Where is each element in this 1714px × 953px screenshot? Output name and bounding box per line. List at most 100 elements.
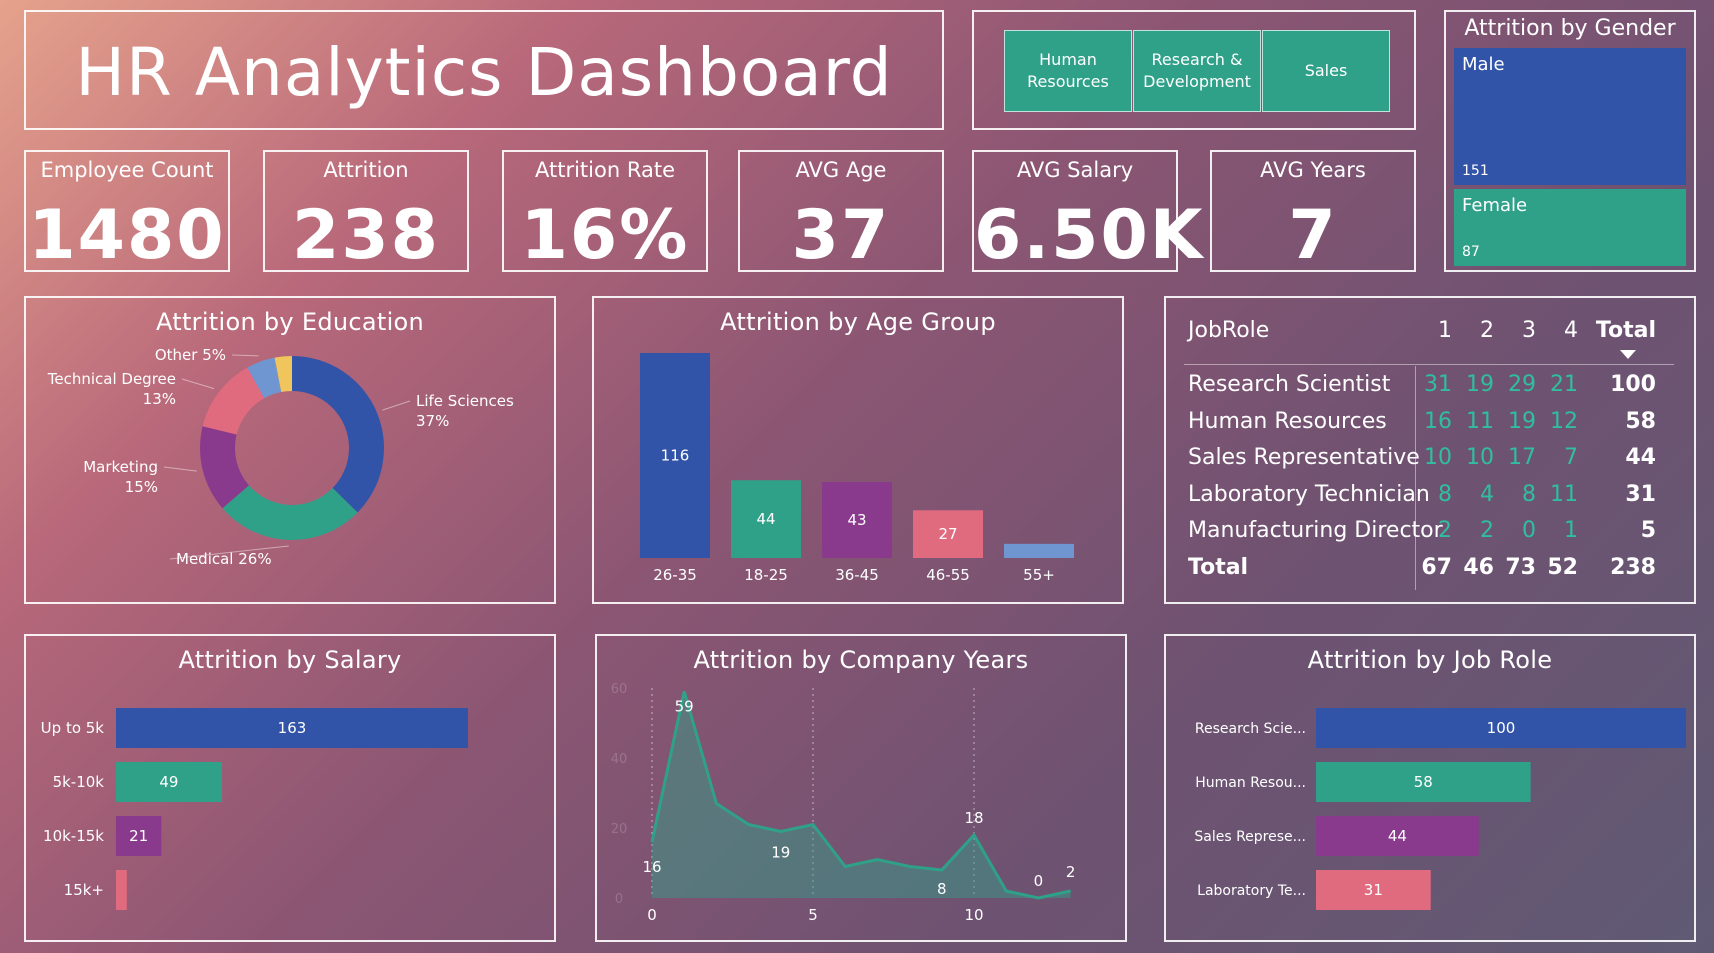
donut-slice[interactable]	[202, 367, 265, 435]
leader-line	[163, 466, 197, 472]
matrix-column-divider	[1415, 366, 1416, 590]
matrix-total-label: Total	[1188, 554, 1249, 580]
hbar[interactable]	[116, 762, 222, 802]
matrix-total-cell: 67	[1421, 554, 1452, 580]
jobrole-bar-chart: Research Scie... 100 Human Resou... 58 Sales…	[1194, 708, 1686, 910]
category-label: 5k-10k	[53, 773, 105, 791]
age-bar[interactable]	[913, 510, 983, 558]
kpi-label: Attrition Rate	[535, 158, 675, 182]
matrix-row-label: Manufacturing Director	[1188, 518, 1443, 543]
sort-desc-icon[interactable]	[1620, 350, 1636, 359]
donut-slice[interactable]	[199, 426, 249, 509]
bar-value-label: 49	[159, 773, 178, 791]
matrix-header-c1[interactable]: 1	[1438, 318, 1452, 343]
age-bar[interactable]	[640, 353, 710, 558]
matrix-cell: 0	[1522, 518, 1536, 543]
matrix-cell: 10	[1466, 445, 1494, 470]
slice-label: Marketing	[83, 458, 158, 476]
point-label: 19	[771, 844, 790, 862]
slicer-human-resources[interactable]: Human Resources	[1004, 30, 1132, 112]
slice-label: 13%	[143, 390, 176, 408]
bar-value-label: 43	[847, 511, 866, 529]
salary-bar-chart: Up to 5k 163 5k-10k 49 10k-15k 21 15k+	[41, 708, 468, 910]
age-bar[interactable]	[1004, 543, 1074, 558]
matrix-row-total: 58	[1625, 408, 1656, 434]
gender-value-male: 151	[1462, 163, 1489, 179]
donut-slice[interactable]	[222, 485, 358, 541]
area-fill	[652, 691, 1071, 898]
kpi-label: AVG Age	[795, 158, 887, 182]
x-tick-label: 0	[647, 906, 657, 924]
category-label: Human Resou...	[1195, 775, 1306, 791]
matrix-header-total[interactable]: Total	[1595, 318, 1656, 343]
matrix-header-role[interactable]: JobRole	[1188, 318, 1270, 343]
kpi-value: 16%	[520, 196, 690, 275]
slicer-research-development[interactable]: Research & Development	[1133, 30, 1261, 112]
years-panel: Attrition by Company Years 0 5 10 0 20 40 60 16…	[595, 634, 1127, 942]
matrix-header-divider	[1184, 364, 1674, 365]
department-slicer: Human Resources Research & Development S…	[972, 10, 1416, 130]
matrix-cell: 2	[1438, 518, 1452, 543]
agegroup-bar-chart: 116 26-35 44 18-25 43 36-45 27 46-55 55+	[640, 353, 1074, 584]
donut-slice[interactable]	[292, 356, 384, 513]
salary-panel: Attrition by Salary Up to 5k 163 5k-10k 49 1…	[24, 634, 556, 942]
matrix-cell: 11	[1550, 481, 1578, 507]
matrix-total-cell: 52	[1547, 554, 1578, 580]
category-label: 10k-15k	[43, 827, 104, 845]
age-bar[interactable]	[731, 480, 801, 558]
area-line[interactable]	[650, 691, 1071, 900]
gender-value-female: 87	[1462, 244, 1480, 260]
y-tick-label: 20	[611, 822, 628, 837]
bar-value-label: 58	[1414, 773, 1433, 791]
gender-tile-male[interactable]: Male 151	[1454, 48, 1686, 185]
bar-value-label: 100	[1487, 719, 1516, 737]
hbar[interactable]	[116, 870, 127, 910]
matrix-cell: 8	[1438, 481, 1452, 507]
age-bar[interactable]	[822, 482, 892, 558]
hbar[interactable]	[1316, 870, 1431, 910]
matrix-row-label: Sales Representative	[1188, 445, 1420, 470]
matrix-total-cell: 238	[1610, 554, 1656, 580]
kpi-value: 1480	[28, 196, 226, 275]
hbar[interactable]	[116, 708, 468, 748]
bar-value-label: 44	[1388, 827, 1407, 845]
matrix-header-c3[interactable]: 3	[1522, 318, 1536, 343]
jobrole-panel: Attrition by Job Role Research Scie... 10…	[1164, 634, 1696, 942]
gender-panel: Attrition by Gender Male 151 Female 87	[1444, 10, 1696, 272]
slice-label: 15%	[125, 478, 158, 496]
education-title: Attrition by Education	[155, 308, 425, 336]
gender-label-female: Female	[1462, 195, 1528, 216]
matrix-header-c4[interactable]: 4	[1564, 318, 1578, 343]
matrix-total-cell: 46	[1463, 554, 1494, 580]
donut-slice[interactable]	[274, 356, 292, 393]
leader-line	[181, 378, 215, 390]
category-label: 46-55	[926, 566, 970, 584]
matrix-header-c2[interactable]: 2	[1480, 318, 1494, 343]
hbar[interactable]	[116, 816, 162, 856]
slicer-sales[interactable]: Sales	[1262, 30, 1390, 112]
kpi-label: Employee Count	[40, 158, 214, 182]
bar-value-label: 21	[129, 827, 148, 845]
years-area-chart: 0 5 10 0 20 40 60 16 59 19 8 18 0 2	[611, 682, 1076, 924]
slice-label: Other 5%	[155, 346, 226, 364]
gender-tile-female[interactable]: Female 87	[1454, 189, 1686, 266]
kpi-value: 7	[1288, 196, 1338, 275]
matrix-cell: 17	[1508, 445, 1536, 470]
kpi-avg-years: AVG Years 7	[1210, 150, 1416, 275]
point-label: 16	[642, 858, 661, 876]
matrix-cell: 19	[1466, 372, 1494, 397]
education-panel: Attrition by Education Life Sciences 37% M…	[24, 296, 556, 604]
category-label: 55+	[1023, 566, 1055, 584]
hbar[interactable]	[1316, 762, 1531, 802]
matrix-cell: 16	[1424, 408, 1452, 434]
kpi-avg-salary: AVG Salary 6.50K	[972, 150, 1202, 275]
jobrole-title: Attrition by Job Role	[1307, 646, 1553, 674]
kpi-employee-count: Employee Count 1480	[24, 150, 230, 275]
category-label: Up to 5k	[41, 719, 105, 737]
y-tick-label: 60	[611, 682, 628, 697]
hbar[interactable]	[1316, 816, 1479, 856]
matrix-row-total: 5	[1640, 518, 1656, 543]
donut-slice[interactable]	[247, 357, 282, 399]
salary-title: Attrition by Salary	[178, 646, 402, 674]
hbar[interactable]	[1316, 708, 1686, 748]
